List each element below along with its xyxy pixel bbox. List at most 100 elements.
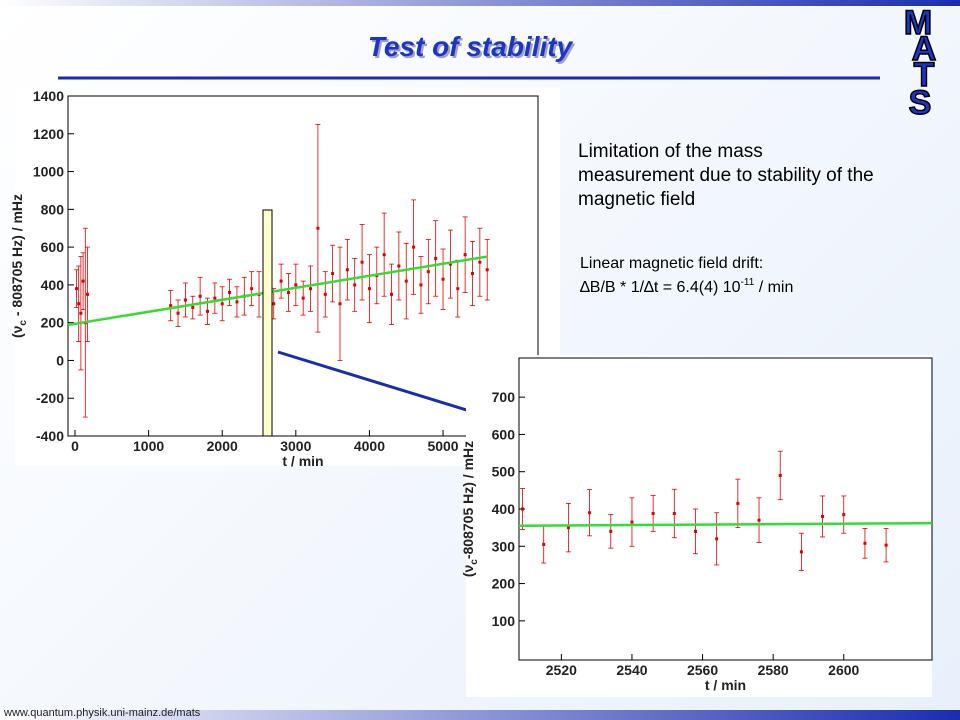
data-point — [79, 311, 83, 315]
paragraph: Limitation of the mass measurement due t… — [578, 141, 874, 210]
data-point — [672, 511, 676, 515]
y-tick-label: 1400 — [33, 88, 64, 104]
logo-letter: A — [912, 30, 937, 68]
data-point — [382, 253, 386, 257]
x-tick-label: 3000 — [280, 438, 311, 454]
x-axis-label: t / min — [705, 677, 746, 693]
data-point — [250, 287, 254, 291]
data-point — [353, 283, 357, 287]
formula: ∆B/B * 1/∆t = 6.4(4) 10-11 / min — [580, 277, 793, 296]
data-point — [176, 311, 180, 315]
y-tick-label: 400 — [41, 277, 65, 293]
data-point — [542, 542, 546, 546]
data-point — [693, 529, 697, 533]
y-label-post: -808705 Hz) / mHz — [460, 441, 476, 559]
x-tick-label: 2560 — [687, 662, 718, 678]
y-label-post: - 808705 Hz) / mHz — [9, 194, 25, 320]
x-tick-label: 2540 — [616, 662, 647, 678]
y-tick-label: 300 — [492, 538, 516, 554]
data-point — [757, 518, 761, 522]
title: Test of stability — [368, 31, 574, 62]
data-point — [323, 292, 327, 296]
footer: www.quantum.physik.uni-mainz.de/mats — [3, 707, 201, 719]
data-point — [235, 300, 239, 304]
x-tick-label: 0 — [71, 438, 79, 454]
data-point — [272, 302, 276, 306]
drift-label: Linear magnetic field drift: — [580, 255, 763, 272]
x-axis-label: t / min — [282, 453, 323, 469]
y-label-pre: (ν — [9, 325, 25, 338]
logo-letter: M — [904, 4, 932, 42]
data-point — [778, 473, 782, 477]
x-tick-label: 2600 — [828, 662, 859, 678]
data-point — [884, 543, 888, 547]
data-point — [86, 292, 90, 296]
data-point — [821, 514, 825, 518]
data-point — [485, 268, 489, 272]
data-point — [441, 277, 445, 281]
data-point — [799, 550, 803, 554]
logo-letter: S — [909, 84, 932, 122]
data-point — [213, 296, 217, 300]
data-point — [331, 272, 335, 276]
data-point — [736, 501, 740, 505]
data-point — [609, 529, 613, 533]
x-tick-label: 1000 — [133, 438, 164, 454]
formula-sup: -11 — [741, 277, 755, 288]
data-point — [419, 283, 423, 287]
y-axis-label: (νc-808705 Hz) / mHz — [460, 441, 480, 577]
y-tick-label: 200 — [492, 576, 516, 592]
y-tick-label: 1200 — [33, 126, 64, 142]
data-point — [397, 264, 401, 268]
data-point — [77, 302, 81, 306]
logo-letter: T — [914, 56, 935, 94]
zoom-chart: 2520 2540 2560 2580 2600 100 200 300 400 500 600 70… — [460, 355, 933, 697]
y-tick-label: 1000 — [33, 164, 64, 180]
y-tick-label: 100 — [492, 613, 516, 629]
data-point — [360, 260, 364, 264]
data-point — [183, 298, 187, 302]
data-point — [470, 272, 474, 276]
data-point — [463, 253, 467, 257]
data-point — [566, 526, 570, 530]
data-point — [367, 287, 371, 291]
y-tick-label: -400 — [36, 428, 64, 444]
y-tick-label: -200 — [36, 390, 64, 406]
y-tick-label: 400 — [492, 501, 516, 517]
y-label-sub: c — [469, 559, 480, 565]
data-point — [456, 287, 460, 291]
bottom-bar — [0, 710, 960, 720]
data-point — [74, 287, 78, 291]
data-point — [309, 287, 313, 291]
data-point — [588, 511, 592, 515]
data-point — [286, 290, 290, 294]
data-point — [715, 537, 719, 541]
x-tick-label: 2580 — [758, 662, 789, 678]
x-tick-label: 5000 — [427, 438, 458, 454]
y-axis-label: (νc - 808705 Hz) / mHz — [9, 194, 29, 338]
x-tick-label: 2520 — [546, 662, 577, 678]
y-label-pre: (ν — [460, 564, 476, 577]
paragraph-box: Limitation of the mass measurement due t… — [578, 141, 874, 210]
top-bar — [0, 0, 960, 6]
data-point — [448, 262, 452, 266]
data-point — [426, 270, 430, 274]
data-point — [651, 511, 655, 515]
formula-tail: / min — [754, 279, 793, 296]
data-point — [294, 283, 298, 287]
data-point — [205, 309, 209, 313]
y-tick-label: 200 — [41, 315, 65, 331]
data-point — [338, 302, 342, 306]
zoom-window — [262, 209, 273, 437]
data-point — [191, 306, 195, 310]
y-tick-label: 600 — [41, 239, 65, 255]
data-point — [412, 245, 416, 249]
title-shadow: Test of stability — [370, 33, 576, 64]
y-tick-label: 500 — [492, 464, 516, 480]
data-point — [279, 279, 283, 283]
data-point — [630, 520, 634, 524]
fit-line — [67, 255, 488, 327]
fit-line — [518, 521, 933, 528]
formula-main: ∆B/B * 1/∆t = 6.4(4) 10 — [580, 279, 741, 296]
